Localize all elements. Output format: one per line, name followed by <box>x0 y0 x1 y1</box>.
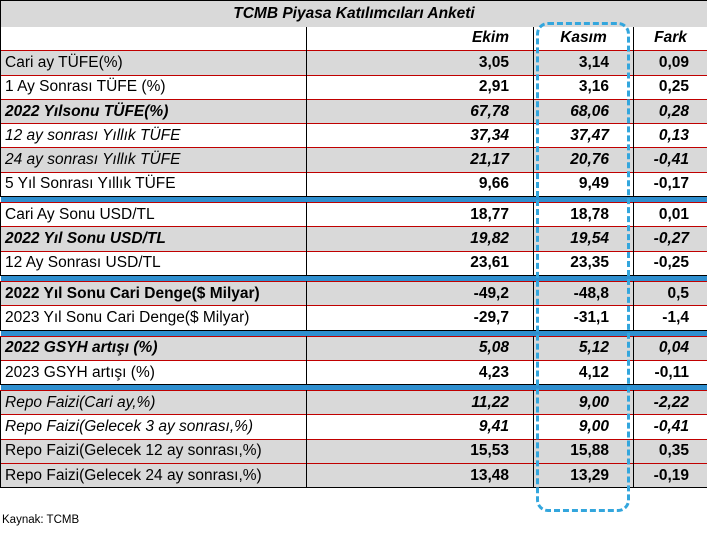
table-row: 2022 GSYH artışı (%) 5,08 5,12 0,04 <box>0 335 707 361</box>
table-row: 24 ay sonrası Yıllık TÜFE 21,17 20,76 -0,41 <box>0 147 707 173</box>
row-label: 2022 GSYH artışı (%) <box>0 335 307 361</box>
row-label: 2022 Yıl Sonu USD/TL <box>0 226 307 252</box>
value-ekim: 67,78 <box>306 98 534 124</box>
value-fark: 0,28 <box>633 98 707 124</box>
value-fark: -0,11 <box>633 359 707 385</box>
table-row: Cari Ay Sonu USD/TL 18,77 18,78 0,01 <box>0 202 707 227</box>
value-fark: 0,25 <box>633 74 707 100</box>
table-row: 2023 GSYH artışı (%) 4,23 4,12 -0,11 <box>0 359 707 385</box>
value-kasim: 68,06 <box>533 98 634 124</box>
value-fark: 0,04 <box>633 335 707 361</box>
value-fark: 0,09 <box>633 50 707 76</box>
value-ekim: 9,41 <box>306 414 534 440</box>
value-fark: 0,35 <box>633 438 707 464</box>
table-row: Repo Faizi(Gelecek 3 ay sonrası,%) 9,41 9,… <box>0 414 707 440</box>
group-separator <box>0 329 707 337</box>
table-row: 12 Ay Sonrası USD/TL 23,61 23,35 -0,25 <box>0 250 707 276</box>
table-row: Cari ay TÜFE(%) 3,05 3,14 0,09 <box>0 50 707 76</box>
table-row: Repo Faizi(Cari ay,%) 11,22 9,00 -2,22 <box>0 390 707 415</box>
value-ekim: 37,34 <box>306 123 534 148</box>
value-fark: -0,41 <box>633 147 707 173</box>
row-label: 12 ay sonrası Yıllık TÜFE <box>0 123 307 148</box>
row-label: Cari Ay Sonu USD/TL <box>0 202 307 227</box>
row-label: Repo Faizi(Gelecek 3 ay sonrası,%) <box>0 414 307 440</box>
title-row: TCMB Piyasa Katılımcıları Anketi <box>0 0 707 27</box>
value-ekim: 3,05 <box>306 50 534 76</box>
table-row: 2022 Yıl Sonu USD/TL 19,82 19,54 -0,27 <box>0 226 707 252</box>
row-label: 12 Ay Sonrası USD/TL <box>0 250 307 276</box>
value-kasim: 4,12 <box>533 359 634 385</box>
value-kasim: 9,00 <box>533 414 634 440</box>
row-label: Repo Faizi(Cari ay,%) <box>0 390 307 415</box>
header-label <box>0 26 307 51</box>
value-ekim: 19,82 <box>306 226 534 252</box>
table-row: Repo Faizi(Gelecek 12 ay sonrası,%) 15,53… <box>0 438 707 464</box>
row-label: 24 ay sonrası Yıllık TÜFE <box>0 147 307 173</box>
table-row: 2022 Yılsonu TÜFE(%) 67,78 68,06 0,28 <box>0 98 707 124</box>
value-ekim: 21,17 <box>306 147 534 173</box>
header-ekim: Ekim <box>306 26 534 51</box>
header-row: Ekim Kasım Fark <box>0 26 707 51</box>
value-fark: -1,4 <box>633 305 707 331</box>
table-row: 2023 Yıl Sonu Cari Denge($ Milyar) -29,7-… <box>0 305 707 331</box>
row-label: Cari ay TÜFE(%) <box>0 50 307 76</box>
value-kasim: 15,88 <box>533 438 634 464</box>
value-kasim: 3,14 <box>533 50 634 76</box>
value-fark: -2,22 <box>633 390 707 415</box>
table-row: 5 Yıl Sonrası Yıllık TÜFE 9,66 9,49 -0,17 <box>0 171 707 197</box>
value-kasim: 19,54 <box>533 226 634 252</box>
value-ekim: 11,22 <box>306 390 534 415</box>
table-row: Repo Faizi(Gelecek 24 ay sonrası,%) 13,48… <box>0 463 707 489</box>
group-separator <box>0 196 707 203</box>
value-ekim: 2,91 <box>306 74 534 100</box>
value-kasim: 37,47 <box>533 123 634 148</box>
value-ekim: 4,23 <box>306 359 534 385</box>
value-fark: 0,13 <box>633 123 707 148</box>
source-note: Kaynak: TCMB <box>2 514 80 526</box>
value-kasim: 5,12 <box>533 335 634 361</box>
value-ekim: 13,48 <box>306 463 534 489</box>
value-ekim: 9,66 <box>306 171 534 197</box>
value-ekim: 15,53 <box>306 438 534 464</box>
header-fark: Fark <box>633 26 707 51</box>
survey-table: TCMB Piyasa Katılımcıları Anketi Ekim Ka… <box>0 0 707 489</box>
value-kasim: 9,49 <box>533 171 634 197</box>
table-title: TCMB Piyasa Katılımcıları Anketi <box>0 0 707 27</box>
value-kasim: 20,76 <box>533 147 634 173</box>
group-separator <box>0 384 707 391</box>
value-kasim: 9,00 <box>533 390 634 415</box>
value-fark: -0,17 <box>633 171 707 197</box>
value-ekim: 18,77 <box>306 202 534 227</box>
row-label: 5 Yıl Sonrası Yıllık TÜFE <box>0 171 307 197</box>
value-ekim: 5,08 <box>306 335 534 361</box>
value-ekim: 23,61 <box>306 250 534 276</box>
table-row: 12 ay sonrası Yıllık TÜFE 37,34 37,47 0,13 <box>0 123 707 148</box>
value-kasim: -31,1 <box>533 305 634 331</box>
value-kasim: 3,16 <box>533 74 634 100</box>
row-label: Repo Faizi(Gelecek 24 ay sonrası,%) <box>0 463 307 489</box>
value-fark: -0,41 <box>633 414 707 440</box>
row-label: Repo Faizi(Gelecek 12 ay sonrası,%) <box>0 438 307 464</box>
table-row: 1 Ay Sonrası TÜFE (%) 2,91 3,16 0,25 <box>0 74 707 100</box>
value-fark: 0,5 <box>633 280 707 306</box>
value-fark: -0,19 <box>633 463 707 489</box>
value-kasim: 13,29 <box>533 463 634 489</box>
value-ekim: -29,7 <box>306 305 534 331</box>
row-label: 2023 Yıl Sonu Cari Denge($ Milyar) <box>0 305 307 331</box>
value-fark: -0,25 <box>633 250 707 276</box>
table-row: 2022 Yıl Sonu Cari Denge($ Milyar) -49,2-… <box>0 280 707 306</box>
value-ekim: -49,2 <box>306 280 534 306</box>
row-label: 2023 GSYH artışı (%) <box>0 359 307 385</box>
row-label: 1 Ay Sonrası TÜFE (%) <box>0 74 307 100</box>
value-fark: 0,01 <box>633 202 707 227</box>
value-kasim: -48,8 <box>533 280 634 306</box>
value-kasim: 23,35 <box>533 250 634 276</box>
row-label: 2022 Yılsonu TÜFE(%) <box>0 98 307 124</box>
value-fark: -0,27 <box>633 226 707 252</box>
row-label: 2022 Yıl Sonu Cari Denge($ Milyar) <box>0 280 307 306</box>
group-separator <box>0 274 707 282</box>
value-kasim: 18,78 <box>533 202 634 227</box>
header-kasim: Kasım <box>533 26 634 51</box>
